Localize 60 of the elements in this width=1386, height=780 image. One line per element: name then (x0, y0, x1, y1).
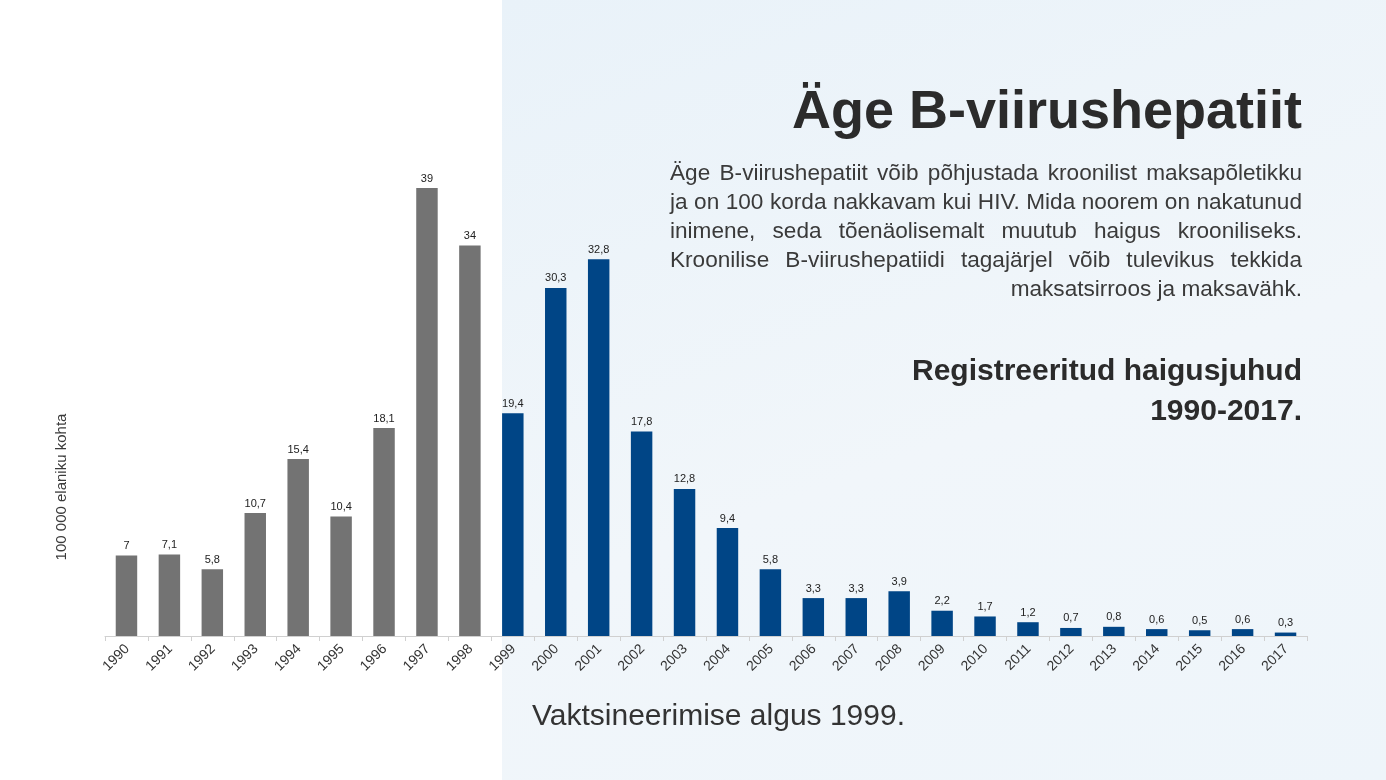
bar (459, 245, 481, 636)
bar (1017, 622, 1039, 636)
bar (115, 555, 138, 636)
bar (802, 598, 825, 636)
bar (587, 259, 610, 636)
data-label: 12,8 (673, 472, 696, 485)
bar (545, 287, 567, 636)
data-label: 0,7 (1063, 611, 1079, 624)
data-label: 0,6 (1149, 612, 1165, 625)
bar (845, 598, 867, 636)
bar (201, 569, 224, 636)
text: Äge B-viirushepatiit võib põhjustada kroonilist maksapõletikku ja on 100 korda nakkavam kui HIV. Mida noorem on nakatunud inimene, seda tõenäolisemalt muutub haigus krooniliseks. Kroonilise B-viirushepatiidi tagajärjel võib tulevikus tekkida maksatsirroos ja maksavähk. (670, 159, 1302, 303)
bar (974, 616, 996, 636)
data-label: 18,1 (373, 411, 395, 424)
data-label: 7,1 (161, 537, 178, 550)
bar (158, 554, 181, 636)
text: Vaktsineerimise algus 1999. (532, 698, 905, 732)
data-label: 0,3 (1277, 616, 1294, 629)
data-label: 39 (420, 171, 434, 184)
bar (1146, 629, 1168, 636)
bar (931, 610, 953, 636)
bar (287, 459, 309, 636)
data-label: 3,9 (891, 574, 907, 587)
data-label: 7 (123, 539, 130, 552)
data-label: 5,8 (762, 552, 779, 565)
bar (416, 188, 438, 636)
bar (244, 513, 266, 636)
data-label: 3,3 (848, 581, 864, 594)
bar (1188, 630, 1211, 636)
data-label: 17,8 (630, 415, 653, 428)
data-label: 34 (463, 228, 477, 241)
bar (502, 413, 524, 636)
data-label: 3,3 (805, 581, 821, 594)
data-label: 0,8 (1106, 610, 1122, 623)
data-label: 10,4 (330, 500, 352, 513)
bar (330, 516, 352, 636)
y-axis-title: 100 000 elaniku kohta (51, 413, 69, 561)
bar (716, 528, 739, 636)
data-label: 2,2 (934, 594, 950, 607)
data-label: 5,8 (204, 552, 220, 565)
data-label: 9,4 (719, 511, 736, 524)
bar (630, 431, 653, 636)
annotation: Registreeritud haigusjuhud 1990-2017. (910, 352, 1302, 428)
bar (673, 488, 696, 636)
bar (373, 428, 395, 636)
bar (759, 569, 782, 636)
bar (1103, 626, 1125, 636)
data-label: 19,4 (502, 396, 524, 409)
bar (1060, 627, 1082, 636)
data-label: 30,3 (545, 271, 567, 284)
bar (888, 591, 910, 636)
data-label: 1,7 (977, 599, 993, 612)
data-label: 0,5 (1192, 613, 1208, 626)
bar (1231, 629, 1254, 636)
data-label: 10,7 (244, 496, 266, 509)
data-label: 0,6 (1234, 612, 1251, 625)
data-label: 15,4 (287, 442, 309, 455)
chart-title: Äge B-viirushepatiit (791, 78, 1302, 140)
data-label: 1,2 (1020, 605, 1036, 618)
data-label: 32,8 (587, 242, 610, 255)
